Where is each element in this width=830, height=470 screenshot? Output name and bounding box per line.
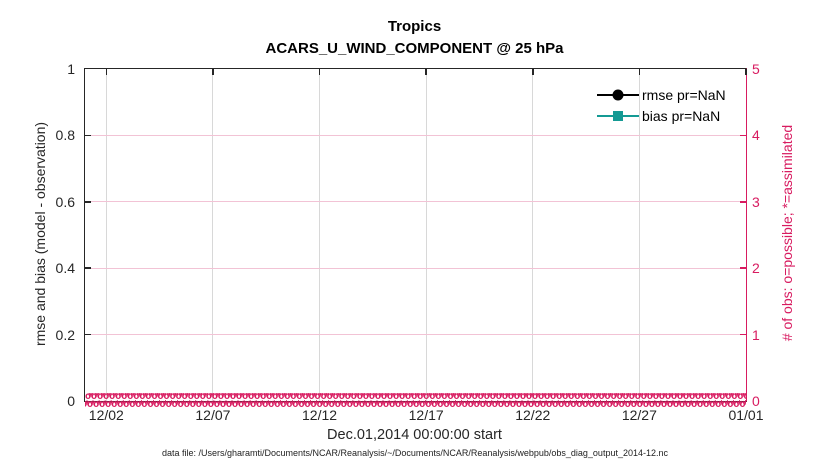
x-tick-mark [638, 69, 641, 75]
data-file-caption: data file: /Users/gharamti/Documents/NCA… [161, 448, 668, 458]
y-gridline [85, 334, 746, 336]
y-tick-mark-right [740, 333, 746, 336]
left-axis-label: rmse and bias (model - observation) [32, 121, 48, 347]
chart-title: Tropics [387, 18, 442, 35]
obs-marker-row: o*o*o*o*o*o*o*o*o*o*o*o*o*o*o*o*o*o*o*o*… [85, 399, 746, 410]
y-gridline [85, 134, 746, 136]
rmse-line-sample [597, 89, 639, 100]
y-tick-mark-left [85, 134, 91, 137]
y-tick-label-left: 0.6 [55, 193, 75, 210]
x-tick-label: 12/12 [302, 407, 338, 423]
y-tick-label-right: 5 [752, 61, 760, 77]
y-gridline [85, 267, 746, 269]
y-tick-label-left: 0.8 [55, 127, 75, 144]
obs-marker-band: o*o*o*o*o*o*o*o*o*o*o*o*o*o*o*o*o*o*o*o*… [85, 393, 746, 410]
x-tick-mark [212, 69, 214, 75]
y-tick-label-left: 0.4 [55, 260, 75, 277]
y-tick-label-right: 0 [752, 393, 760, 409]
y-tick-mark-left [85, 201, 91, 203]
y-tick-label-right: 4 [752, 127, 760, 144]
x-tick-mark [318, 69, 321, 75]
legend-item-bias: bias pr=NaN [597, 105, 726, 126]
x-gridline [319, 69, 321, 401]
x-gridline [105, 69, 107, 401]
y-tick-label-right: 1 [752, 326, 760, 343]
x-gridline [638, 69, 640, 401]
y-tick-label-left: 0.2 [55, 326, 75, 343]
x-tick-mark [425, 69, 427, 75]
y-tick-mark-right [740, 134, 746, 137]
x-axis-label: Dec.01,2014 00:00:00 start [327, 427, 502, 443]
x-tick-mark [105, 69, 108, 75]
x-tick-label: 12/22 [515, 407, 551, 423]
bias-line-sample [597, 110, 639, 121]
x-tick-label: 01/01 [728, 407, 764, 423]
plot-area: rmse pr=NaN bias pr=NaN 12/02 12/07 12/12 1… [56, 61, 764, 423]
y-tick-mark-right [740, 267, 746, 269]
bias-square-marker-icon [613, 110, 623, 121]
x-tick-label: 12/02 [88, 407, 124, 423]
y-tick-label-right: 2 [752, 260, 760, 277]
x-tick-label: 12/27 [621, 407, 657, 423]
legend: rmse pr=NaN bias pr=NaN [597, 84, 726, 126]
legend-item-rmse: rmse pr=NaN [597, 84, 726, 105]
x-tick-mark [532, 69, 534, 75]
y-tick-label-left: 0 [67, 393, 75, 409]
x-tick-mark [745, 69, 747, 75]
y-tick-label-right: 3 [752, 193, 760, 210]
obs-marker-row: o*o*o*o*o*o*o*o*o*o*o*o*o*o*o*o*o*o*o*o*… [85, 393, 746, 402]
x-tick-label: 12/17 [408, 407, 444, 423]
y-tick-label-left: 1 [67, 61, 75, 77]
legend-label-rmse: rmse pr=NaN [642, 86, 726, 103]
y-tick-mark-left [85, 333, 91, 336]
x-tick-label: 12/07 [195, 407, 231, 423]
x-gridline [425, 69, 427, 401]
chart-subtitle: ACARS_U_WIND_COMPONENT @ 25 hPa [265, 40, 564, 57]
right-axis-label: # of obs: o=possible; *=assimilated [779, 124, 795, 342]
y-gridline [85, 201, 746, 203]
legend-label-bias: bias pr=NaN [642, 107, 721, 124]
x-gridline [212, 69, 214, 401]
y-tick-mark-right [740, 201, 746, 203]
y-tick-mark-left [85, 267, 91, 269]
x-gridline [532, 69, 534, 401]
rmse-circle-marker-icon [612, 89, 624, 100]
